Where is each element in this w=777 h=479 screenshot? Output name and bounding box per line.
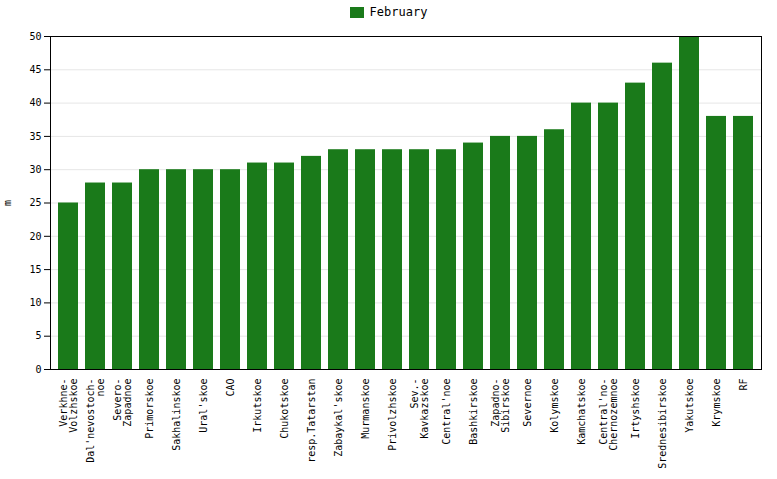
svg-text:Murmanskoe: Murmanskoe	[360, 379, 371, 439]
svg-text:m: m	[2, 200, 13, 206]
svg-text:0: 0	[35, 364, 41, 375]
svg-text:Bashkirskoe: Bashkirskoe	[468, 379, 479, 445]
svg-text:Irtyshskoe: Irtyshskoe	[630, 379, 641, 439]
svg-text:Primorskoe: Primorskoe	[144, 379, 155, 439]
svg-text:Severnoe: Severnoe	[522, 379, 533, 427]
svg-text:5: 5	[35, 330, 41, 341]
svg-text:35: 35	[29, 131, 41, 142]
svg-text:15: 15	[29, 264, 41, 275]
svg-text:50: 50	[29, 31, 41, 42]
svg-text:45: 45	[29, 64, 41, 75]
svg-text:Severo-Zapadnoe: Severo-Zapadnoe	[112, 379, 133, 427]
svg-text:Sev.-Kavkazskoe: Sev.-Kavkazskoe	[409, 379, 430, 439]
svg-text:40: 40	[29, 97, 41, 108]
svg-text:Zapadno-Sibirskoe: Zapadno-Sibirskoe	[490, 379, 511, 433]
svg-text:20: 20	[29, 231, 41, 242]
svg-text:Verkhne-Volzhskoe: Verkhne-Volzhskoe	[58, 379, 79, 433]
svg-text:Srednesibirskoe: Srednesibirskoe	[657, 379, 668, 469]
svg-text:Privolzhskoe: Privolzhskoe	[387, 379, 398, 451]
svg-text:Ural'skoe: Ural'skoe	[198, 379, 209, 433]
svg-text:Kamchatskoe: Kamchatskoe	[576, 379, 587, 445]
svg-text:Dal'nevostoch-noe: Dal'nevostoch-noe	[85, 379, 106, 463]
svg-text:Irkutskoe: Irkutskoe	[252, 379, 263, 433]
svg-text:CAO: CAO	[225, 379, 236, 397]
svg-text:RF: RF	[738, 379, 749, 391]
svg-text:Krymskoe: Krymskoe	[711, 379, 722, 427]
svg-text:25: 25	[29, 197, 41, 208]
svg-text:Kolymskoe: Kolymskoe	[549, 379, 560, 433]
svg-text:Yakutskoe: Yakutskoe	[684, 379, 695, 433]
html-text:February: February	[369, 5, 428, 19]
svg-text:Zabaykal'skoe: Zabaykal'skoe	[333, 379, 344, 457]
svg-text:Central'no-Chernozemnoe: Central'no-Chernozemnoe	[598, 379, 619, 451]
svg-text:10: 10	[29, 297, 41, 308]
svg-text:Central'noe: Central'noe	[441, 379, 452, 445]
svg-text:Chukotskoe: Chukotskoe	[279, 379, 290, 439]
svg-text:30: 30	[29, 164, 41, 175]
svg-text:resp.Tatarstan: resp.Tatarstan	[306, 379, 317, 463]
svg-text:Sakhalinskoe: Sakhalinskoe	[171, 379, 182, 451]
